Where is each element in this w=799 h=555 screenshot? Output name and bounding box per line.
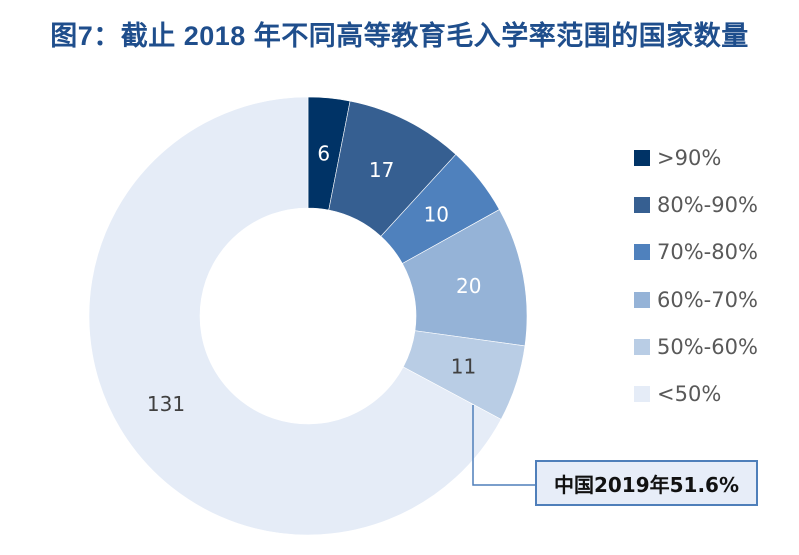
chart-title: 图7：截止 2018 年不同高等教育毛入学率范围的国家数量: [50, 21, 749, 51]
slice-value-label: 10: [424, 203, 449, 227]
legend-item-50-60: 50%-60%: [634, 323, 758, 370]
slice-value-label: 17: [369, 158, 394, 182]
legend-label: 50%-60%: [657, 334, 758, 359]
legend-item-60-70: 60%-70%: [634, 276, 758, 323]
callout-connector-line: [472, 405, 535, 486]
legend-label: 70%-80%: [657, 240, 758, 265]
slice-value-label: 11: [451, 355, 476, 379]
legend-item-70-80: 70%-80%: [634, 229, 758, 276]
legend-item-80-90: 80%-90%: [634, 181, 758, 228]
legend-item-gt90: >90%: [634, 134, 758, 181]
legend-label: <50%: [657, 382, 722, 407]
chart-legend: >90% 80%-90% 70%-80% 60%-70% 50%-60% <50…: [634, 134, 758, 418]
legend-swatch-icon: [634, 338, 650, 355]
legend-label: >90%: [657, 145, 722, 170]
slice-value-label: 20: [456, 274, 481, 298]
callout-text: 中国2019年51.6%: [553, 472, 740, 497]
legend-swatch-icon: [634, 386, 650, 403]
slice-value-label: 131: [147, 392, 185, 416]
slice-value-label: 6: [317, 141, 330, 165]
legend-swatch-icon: [634, 291, 650, 308]
donut-slice-6: [88, 96, 502, 536]
legend-swatch-icon: [634, 149, 650, 166]
legend-swatch-icon: [634, 196, 650, 213]
legend-label: 60%-70%: [657, 287, 758, 312]
legend-label: 80%-90%: [657, 192, 758, 217]
china-callout-box: 中国2019年51.6%: [535, 460, 758, 506]
donut-slices: [88, 96, 528, 536]
slice-labels: 6 17 10 20 11 131: [147, 141, 482, 416]
legend-item-lt50: <50%: [634, 370, 758, 417]
legend-swatch-icon: [634, 244, 650, 261]
